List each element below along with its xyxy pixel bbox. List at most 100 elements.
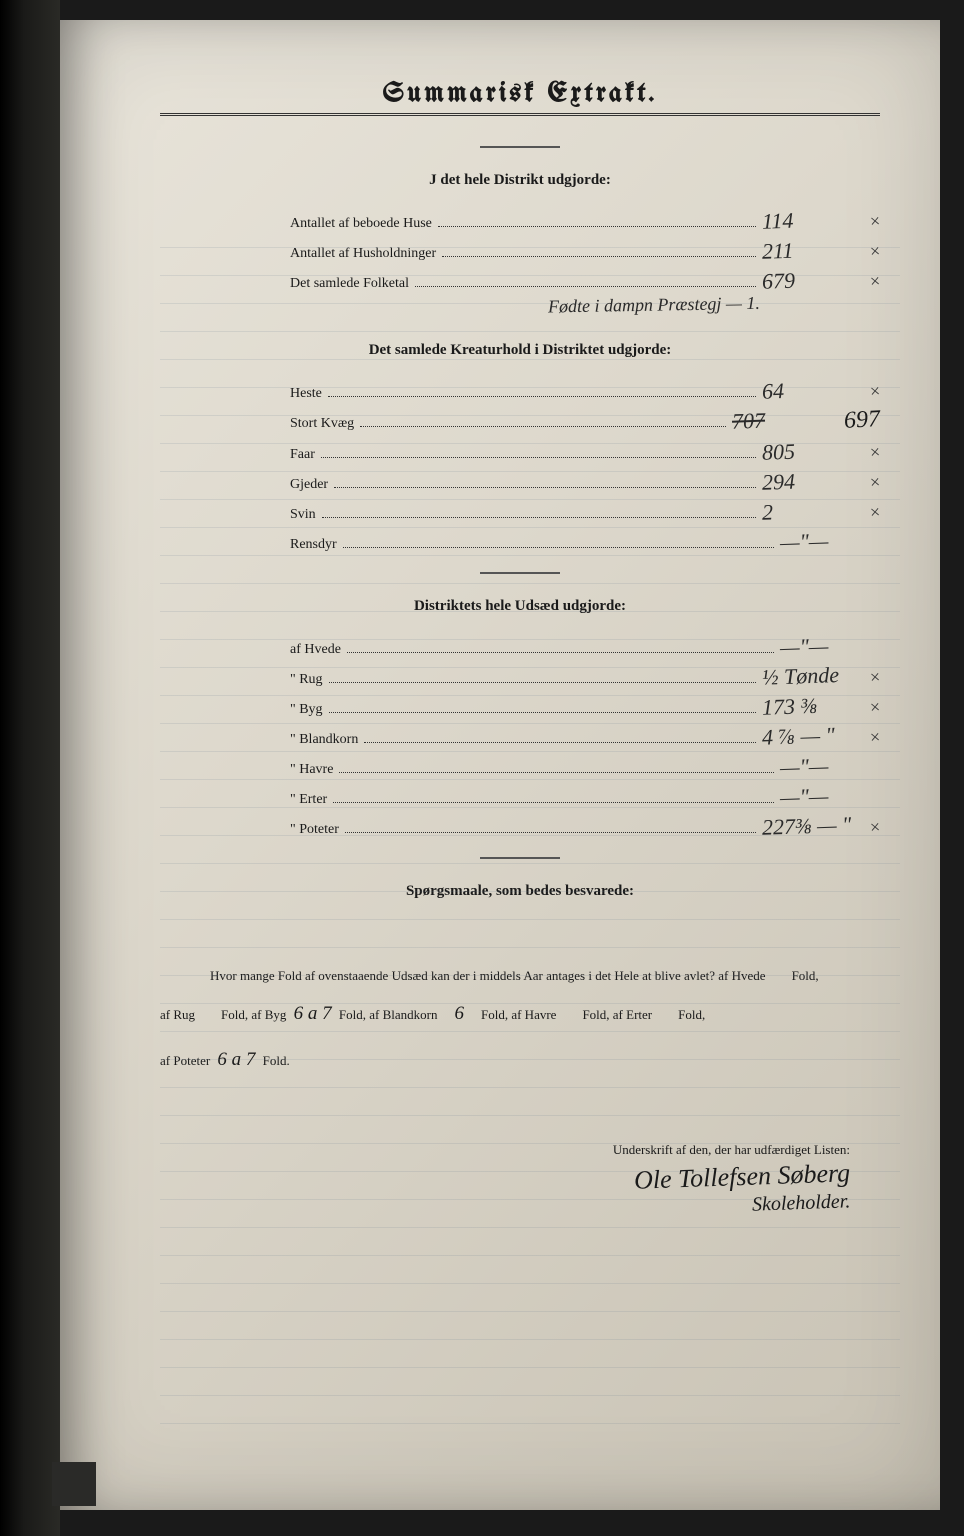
leader-dots	[329, 712, 756, 713]
check-mark: ×	[869, 381, 881, 403]
row-value: 2	[761, 496, 862, 525]
question-text: Fold, af Blandkorn	[339, 1007, 438, 1022]
section-heading-questions: Spørgsmaale, som bedes besvarede:	[160, 883, 880, 900]
row-value-struck: 707	[732, 405, 833, 434]
row-label: Faar	[290, 447, 315, 463]
data-row: Faar 805 ×	[160, 438, 880, 464]
check-mark: ×	[869, 442, 881, 464]
row-label: Det samlede Folketal	[290, 276, 409, 292]
page-tab	[52, 1462, 96, 1506]
row-value: 173 ⅜	[761, 691, 862, 720]
question-text: Fold.	[263, 1053, 290, 1068]
check-mark: ×	[869, 211, 881, 233]
handwritten-answer: 6 a 7	[213, 1049, 259, 1070]
leader-dots	[415, 286, 756, 287]
check-mark: ×	[869, 817, 881, 839]
question-text: Fold,	[678, 1007, 705, 1022]
row-value: 64	[761, 375, 862, 404]
row-label: Antallet af Husholdninger	[290, 246, 436, 262]
section-heading-district: J det hele Distrikt udgjorde:	[160, 172, 880, 189]
ornament-rule	[480, 857, 560, 859]
title-rule	[160, 113, 880, 116]
section-heading-livestock: Det samlede Kreaturhold i Distriktet udg…	[160, 342, 880, 359]
data-row: " Rug ½ Tønde ×	[160, 663, 880, 689]
check-mark: ×	[869, 241, 881, 263]
question-text: Fold, af Erter	[582, 1007, 652, 1022]
row-label: Svin	[290, 507, 316, 523]
check-mark: ×	[869, 472, 881, 494]
row-label: " Rug	[290, 672, 323, 688]
data-row: Heste 64 ×	[160, 377, 880, 403]
leader-dots	[345, 832, 756, 833]
row-label: Stort Kvæg	[290, 416, 354, 432]
row-label: Gjeder	[290, 477, 328, 493]
question-text: af Rug	[160, 1007, 195, 1022]
ornament-rule	[480, 572, 560, 574]
page-title: Summarisk Extrakt.	[160, 80, 880, 109]
question-text: Fold,	[792, 968, 819, 983]
leader-dots	[339, 772, 774, 773]
row-value: ½ Tønde	[761, 661, 862, 690]
question-text: Fold, af Byg	[221, 1007, 286, 1022]
row-label: " Byg	[290, 702, 323, 718]
row-value: 114	[761, 205, 862, 234]
row-label: " Blandkorn	[290, 732, 358, 748]
leader-dots	[322, 517, 756, 518]
row-label: " Erter	[290, 792, 327, 808]
row-label: af Hvede	[290, 642, 341, 658]
handwritten-annotation: Fødte i dampn Præstegj — 1.	[160, 291, 880, 325]
row-value: —"—	[780, 526, 881, 555]
leader-dots	[334, 487, 756, 488]
check-mark: ×	[869, 502, 881, 524]
book-spine	[0, 0, 60, 1536]
ornament-rule	[480, 146, 560, 148]
row-value: 805	[761, 436, 862, 465]
correction-value: 697	[843, 406, 880, 435]
row-value: 4 ⅞ — "	[761, 721, 862, 750]
check-mark: ×	[869, 667, 881, 689]
row-value: 211	[761, 235, 862, 264]
question-text: af Poteter	[160, 1053, 210, 1068]
row-value: 294	[761, 466, 862, 495]
leader-dots	[328, 396, 756, 397]
check-mark: ×	[869, 271, 881, 293]
data-row: " Havre —"—	[160, 753, 880, 779]
data-row: Svin 2 ×	[160, 498, 880, 524]
leader-dots	[329, 682, 756, 683]
signature-label: Underskrift af den, der har udfærdiget L…	[160, 1142, 850, 1158]
data-row: Stort Kvæg 707 697	[160, 407, 880, 434]
leader-dots	[360, 426, 726, 427]
data-row: Gjeder 294 ×	[160, 468, 880, 494]
leader-dots	[333, 802, 774, 803]
data-row: af Hvede —"—	[160, 633, 880, 659]
data-row: " Blandkorn 4 ⅞ — " ×	[160, 723, 880, 749]
row-label: Antallet af beboede Huse	[290, 216, 432, 232]
row-label: " Poteter	[290, 822, 339, 838]
question-text: Hvor mange Fold af ovenstaaende Udsæd ka…	[210, 968, 766, 983]
data-row: " Poteter 227⅜ — " ×	[160, 813, 880, 839]
question-paragraph: Hvor mange Fold af ovenstaaende Udsæd ka…	[160, 960, 880, 1082]
section-heading-seed: Distriktets hele Udsæd udgjorde:	[160, 598, 880, 615]
data-row: Antallet af beboede Huse 114 ×	[160, 207, 880, 233]
signature-title: Skoleholder.	[751, 1191, 850, 1217]
row-value: —"—	[780, 751, 881, 780]
row-label: Heste	[290, 386, 322, 402]
leader-dots	[438, 226, 756, 227]
handwritten-answer: 6 a 7	[290, 1003, 336, 1024]
data-row: " Byg 173 ⅜ ×	[160, 693, 880, 719]
row-label: Rensdyr	[290, 537, 337, 553]
leader-dots	[321, 457, 756, 458]
row-value: —"—	[780, 781, 881, 810]
data-row: Rensdyr —"—	[160, 528, 880, 554]
row-label: " Havre	[290, 762, 333, 778]
leader-dots	[347, 652, 774, 653]
question-text: Fold, af Havre	[481, 1007, 556, 1022]
check-mark: ×	[869, 697, 881, 719]
leader-dots	[343, 547, 774, 548]
row-value: —"—	[780, 631, 881, 660]
row-value: 227⅜ — "	[761, 811, 862, 840]
leader-dots	[364, 742, 756, 743]
handwritten-answer: 6	[450, 1003, 468, 1024]
check-mark: ×	[869, 727, 881, 749]
document-page: Summarisk Extrakt. J det hele Distrikt u…	[60, 20, 940, 1510]
